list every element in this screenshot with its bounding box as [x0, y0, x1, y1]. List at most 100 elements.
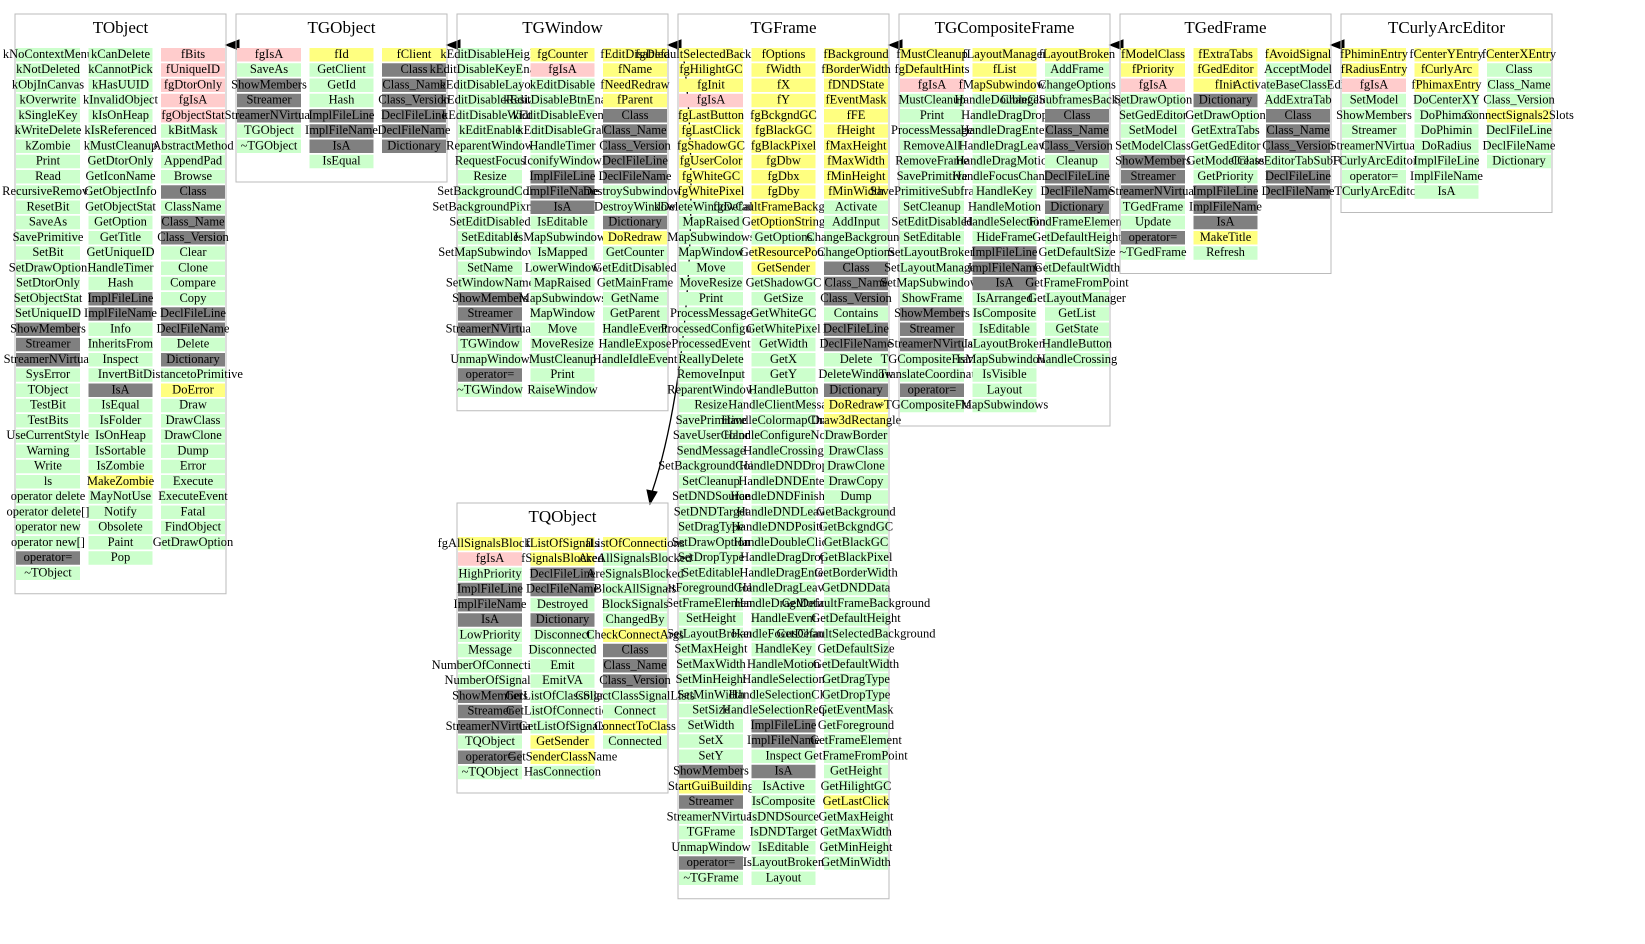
- member-cell: [679, 627, 743, 641]
- member-cell: [161, 353, 225, 367]
- member-cell: [530, 48, 595, 62]
- member-cell: [88, 63, 153, 77]
- member-cell: [900, 185, 964, 199]
- member-name: Warning: [27, 443, 70, 457]
- member-name: MustCleanup: [529, 352, 596, 366]
- member-name: MoveResize: [680, 276, 743, 290]
- member-name: GetList: [1058, 306, 1096, 320]
- member-cell: [900, 215, 964, 230]
- member-cell: [530, 307, 595, 321]
- member-cell: [309, 154, 374, 169]
- member-cell: [900, 170, 964, 184]
- member-name: DoRedraw: [829, 398, 883, 412]
- member-name: SetEditable: [903, 230, 961, 244]
- member-cell: [603, 552, 667, 566]
- member-cell: [88, 505, 153, 519]
- member-name: TGCompositeFrame: [881, 352, 984, 366]
- member-name: Streamer: [1130, 169, 1176, 183]
- member-cell: [824, 185, 888, 199]
- member-cell: [161, 444, 225, 458]
- member-name: GetDefaultHeight: [811, 611, 901, 625]
- member-name: fgDbw: [766, 154, 801, 168]
- member-name: Emit: [550, 658, 575, 672]
- member-name: AbstractMethod: [152, 138, 234, 152]
- member-cell: [458, 659, 522, 673]
- member-cell: [1266, 109, 1330, 123]
- member-cell: [679, 154, 743, 169]
- member-name: DeclFileLine: [160, 306, 226, 320]
- member-name: Dictionary: [608, 215, 662, 229]
- member-cell: [88, 292, 153, 306]
- member-name: SetLayoutBroken: [667, 626, 756, 640]
- member-name: ReparentWindow: [667, 382, 755, 396]
- member-cell: [1045, 185, 1109, 199]
- member-name: DrawClone: [164, 428, 222, 442]
- member-cell: [1266, 48, 1330, 62]
- member-name: operator new[]: [11, 535, 85, 549]
- member-name: Draw3dRectangle: [811, 413, 902, 427]
- member-cell: [1342, 185, 1406, 199]
- member-cell: [824, 414, 888, 428]
- member-name: GetListOfClassSignals: [505, 688, 620, 702]
- class-box: [14, 13, 227, 595]
- member-name: Disconnected: [528, 643, 597, 657]
- member-cell: [1342, 78, 1406, 92]
- member-name: Class_Name: [1266, 123, 1330, 137]
- member-cell: [16, 383, 80, 397]
- member-cell: [161, 490, 225, 504]
- member-cell: [161, 246, 225, 260]
- member-name: operator delete: [11, 489, 86, 503]
- member-cell: [679, 871, 743, 885]
- member-name: GetDefaultSize: [1038, 245, 1116, 259]
- member-name: ReparentWindow: [446, 138, 534, 152]
- member-cell: [16, 353, 80, 367]
- member-cell: [458, 720, 522, 734]
- member-name: IsA: [1437, 184, 1455, 198]
- member-name: DrawClass: [166, 413, 221, 427]
- member-name: fCenterXEntry: [1482, 47, 1557, 61]
- member-name: kInvalidObject: [83, 93, 159, 107]
- member-name: kEditDisableKeyEnable: [430, 62, 551, 76]
- member-name: Print: [36, 154, 61, 168]
- member-name: CheckConnectArgs: [586, 627, 684, 641]
- member-name: HideFrame: [976, 230, 1033, 244]
- member-name: GetBckgndGC: [819, 520, 893, 534]
- member-cell: [824, 124, 888, 138]
- member-name: SavePrimitive: [897, 169, 968, 183]
- member-name: Connected: [608, 734, 662, 748]
- member-name: GetName: [611, 291, 659, 305]
- member-name: SetBackgroundPixmap: [432, 199, 547, 213]
- member-name: HandleDNDDrop: [739, 459, 828, 473]
- member-name: Cleanup: [1056, 154, 1098, 168]
- member-cell: [161, 414, 225, 428]
- class-title: TGObject: [308, 18, 376, 37]
- member-cell: [972, 200, 1037, 214]
- member-name: fY: [777, 93, 790, 107]
- member-cell: [679, 658, 743, 672]
- member-name: Compare: [170, 276, 216, 290]
- member-name: Class_Name: [1045, 123, 1109, 137]
- member-cell: [88, 246, 153, 260]
- member-name: ExecuteEvent: [158, 489, 228, 503]
- member-cell: [603, 628, 667, 642]
- member-cell: [458, 63, 522, 77]
- member-name: ResetBit: [26, 199, 70, 213]
- member-name: SavePrimitive: [676, 413, 747, 427]
- class-node: TQObject fgAllSignalsBlockedfgIsAHighPrio…: [432, 502, 695, 794]
- member-name: GetFrameElement: [810, 733, 902, 747]
- member-cell: [751, 795, 816, 809]
- member-name: Class_Version: [1483, 93, 1555, 107]
- member-name: IsA: [1216, 215, 1234, 229]
- member-cell: [824, 261, 888, 275]
- member-cell: [530, 109, 595, 123]
- member-name: IsMapped: [538, 245, 589, 259]
- member-cell: [1045, 337, 1109, 352]
- member-cell: [309, 109, 374, 123]
- member-name: Dictionary: [1492, 154, 1546, 168]
- member-cell: [1045, 139, 1109, 153]
- member-name: fLayoutManager: [963, 47, 1048, 61]
- member-name: ImplFileLine: [1193, 184, 1259, 198]
- member-name: operator=: [466, 367, 515, 381]
- member-name: CollectClassSignalLists: [575, 688, 695, 702]
- member-cell: [16, 536, 80, 550]
